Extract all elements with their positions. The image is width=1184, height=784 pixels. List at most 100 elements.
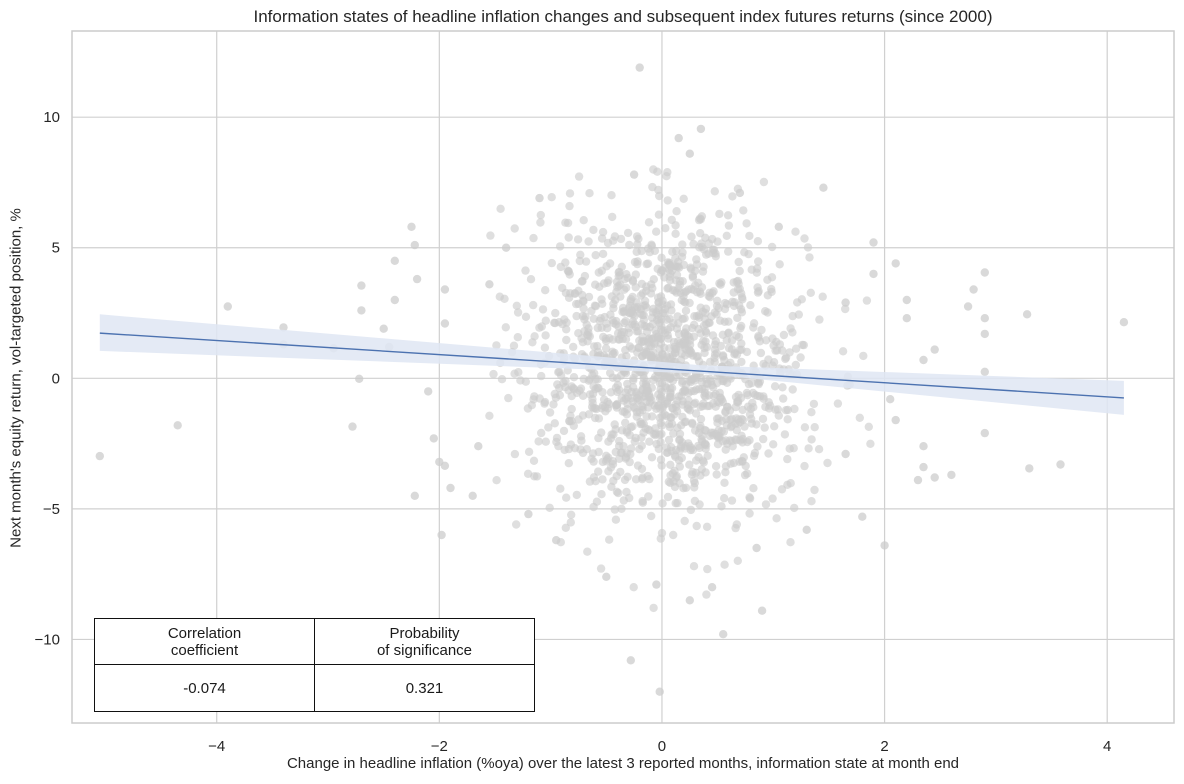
data-point <box>838 347 848 356</box>
data-point <box>509 341 519 350</box>
data-point <box>614 268 623 277</box>
data-point <box>695 443 704 453</box>
data-point <box>630 303 639 312</box>
data-point <box>593 323 602 333</box>
data-point <box>759 177 769 187</box>
data-point <box>823 458 832 468</box>
data-point <box>675 341 684 351</box>
data-point <box>631 270 640 279</box>
data-point <box>565 189 575 198</box>
data-point <box>869 269 878 279</box>
data-point <box>745 436 754 445</box>
data-point <box>710 345 719 354</box>
data-point <box>642 327 652 336</box>
data-point <box>598 401 607 410</box>
y-axis-label: Next month's equity return, vol-targeted… <box>7 208 25 548</box>
data-point <box>733 313 742 323</box>
data-point <box>886 395 895 404</box>
data-point <box>357 306 366 315</box>
data-point <box>601 344 611 353</box>
data-point <box>658 401 668 411</box>
data-point <box>686 505 696 515</box>
data-point <box>702 522 712 531</box>
data-point <box>791 344 801 353</box>
data-point <box>551 308 560 318</box>
data-point <box>797 295 806 304</box>
data-point <box>581 257 591 266</box>
data-point <box>678 240 687 249</box>
data-point <box>584 410 594 419</box>
data-point <box>655 394 665 403</box>
data-point <box>689 562 699 571</box>
data-point <box>719 630 728 639</box>
data-point <box>746 301 755 310</box>
data-point <box>591 251 600 260</box>
data-point <box>576 432 586 441</box>
data-point <box>687 232 696 241</box>
data-point <box>666 355 675 364</box>
data-point <box>783 415 792 424</box>
data-point <box>749 484 758 493</box>
data-point <box>570 289 580 298</box>
data-point <box>526 275 536 284</box>
data-point <box>681 306 691 315</box>
correlation-header: Correlation coefficient <box>94 618 315 665</box>
data-point <box>749 319 759 328</box>
data-point <box>594 433 603 443</box>
data-point <box>672 246 681 256</box>
data-point <box>657 253 666 262</box>
data-point <box>675 462 684 471</box>
data-point <box>545 503 554 512</box>
data-point <box>622 352 631 361</box>
data-point <box>538 305 548 314</box>
data-point <box>866 439 875 448</box>
data-point <box>666 269 675 278</box>
data-point <box>600 312 609 322</box>
data-point <box>807 497 816 506</box>
data-point <box>658 499 667 508</box>
data-point <box>547 193 556 202</box>
data-point <box>616 234 626 244</box>
data-point <box>529 395 538 404</box>
data-point <box>708 331 718 340</box>
data-point <box>720 304 730 314</box>
data-point <box>841 304 850 314</box>
data-point <box>535 193 544 203</box>
data-point <box>598 299 607 308</box>
data-point <box>550 419 559 428</box>
data-point <box>732 331 741 340</box>
data-point <box>558 319 567 329</box>
data-point <box>716 280 725 289</box>
data-point <box>485 411 494 420</box>
data-point <box>722 231 731 240</box>
data-point <box>573 235 583 244</box>
data-point <box>764 449 773 458</box>
data-point <box>775 260 784 269</box>
data-point <box>807 435 816 444</box>
data-point <box>674 133 683 143</box>
data-point <box>753 264 762 273</box>
data-point <box>489 369 498 379</box>
data-point <box>550 318 559 327</box>
data-point <box>660 273 669 282</box>
data-point <box>597 266 606 275</box>
data-point <box>727 496 737 505</box>
data-point <box>621 453 631 462</box>
data-point <box>279 323 288 332</box>
data-point <box>637 246 646 256</box>
data-point <box>540 343 550 352</box>
data-point <box>541 437 550 446</box>
data-point <box>597 490 606 499</box>
data-point <box>614 322 623 331</box>
data-point <box>759 359 768 369</box>
data-point <box>647 412 657 421</box>
data-point <box>486 231 495 240</box>
data-point <box>574 172 584 181</box>
data-point <box>700 388 710 398</box>
data-point <box>703 564 712 574</box>
data-point <box>589 457 598 466</box>
data-point <box>657 528 667 538</box>
data-point <box>644 218 654 227</box>
data-point <box>794 310 803 319</box>
data-point <box>474 442 483 451</box>
